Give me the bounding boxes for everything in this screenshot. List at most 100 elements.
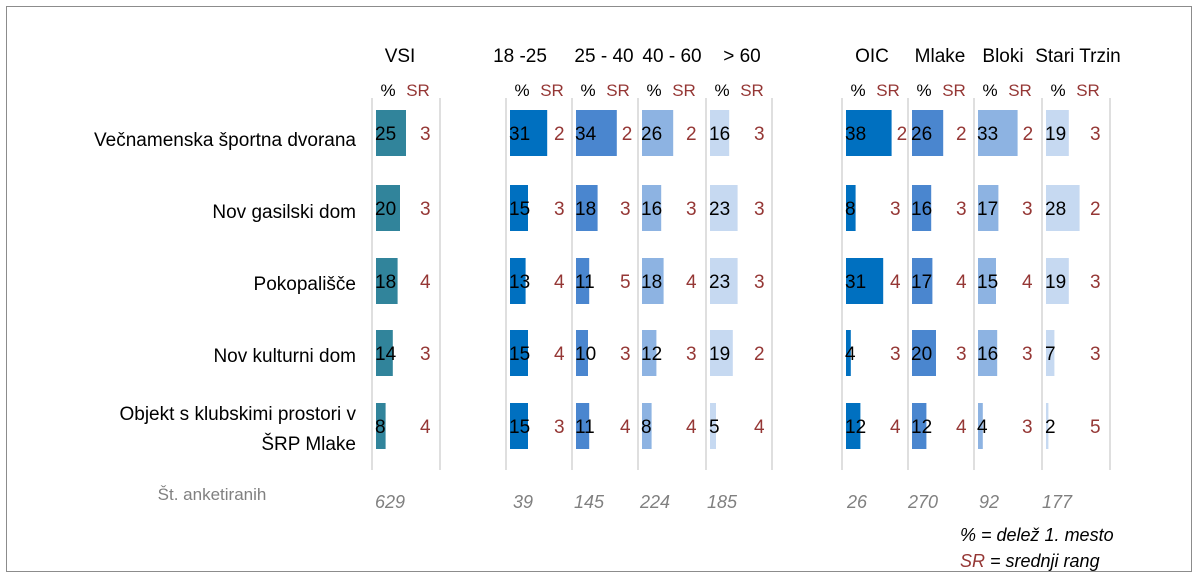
value-label: 5 <box>709 417 720 438</box>
bar <box>1046 330 1055 376</box>
sr-label: 2 <box>897 124 908 145</box>
value-label: 31 <box>845 272 866 293</box>
respondent-count: 145 <box>574 492 605 512</box>
value-label: 19 <box>1045 124 1066 145</box>
bar <box>978 330 998 376</box>
value-label: 33 <box>977 124 998 145</box>
sr-label: 4 <box>420 272 431 293</box>
sr-label: 2 <box>622 124 633 145</box>
category-label: Objekt s klubskimi prostori v ŠRP Mlake <box>119 404 356 455</box>
bar <box>978 403 983 449</box>
value-label: 8 <box>375 417 386 438</box>
sr-subheader: SR <box>740 81 764 100</box>
sr-label: 3 <box>554 199 565 220</box>
bar <box>912 403 927 449</box>
bar <box>376 330 393 376</box>
bar <box>978 185 999 231</box>
sr-label: 4 <box>890 417 901 438</box>
value-label: 10 <box>575 344 596 365</box>
sr-subheader: SR <box>876 81 900 100</box>
sr-label: 2 <box>554 124 565 145</box>
sr-label: 2 <box>754 344 765 365</box>
sr-label: 3 <box>686 344 697 365</box>
bar <box>978 110 1018 156</box>
bar <box>642 403 652 449</box>
bar <box>710 258 738 304</box>
bar <box>510 330 528 376</box>
value-label: 18 <box>375 272 396 293</box>
respondent-count: 270 <box>907 492 938 512</box>
group-header: 18 -25 <box>493 46 547 67</box>
bar <box>846 258 884 304</box>
group-header: OIC <box>855 46 889 67</box>
pct-subheader: % <box>982 81 997 100</box>
sr-label: 5 <box>620 272 631 293</box>
bar <box>376 258 398 304</box>
sr-label: 3 <box>554 417 565 438</box>
value-label: 16 <box>709 124 730 145</box>
bar <box>912 330 936 376</box>
value-label: 11 <box>575 417 595 438</box>
bar <box>846 403 861 449</box>
value-label: 15 <box>509 417 530 438</box>
value-label: 13 <box>509 272 530 293</box>
bar <box>576 185 598 231</box>
bar <box>642 110 674 156</box>
value-label: 18 <box>641 272 662 293</box>
value-label: 23 <box>709 272 730 293</box>
sr-label: 4 <box>1022 272 1033 293</box>
bar <box>376 403 386 449</box>
value-label: 16 <box>977 344 998 365</box>
sr-label: 3 <box>754 124 765 145</box>
group-header: Stari Trzin <box>1035 46 1121 67</box>
value-label: 16 <box>641 199 662 220</box>
sr-subheader: SR <box>942 81 966 100</box>
sr-subheader: SR <box>540 81 564 100</box>
value-label: 26 <box>911 124 932 145</box>
value-label: 7 <box>1045 344 1056 365</box>
bar <box>710 330 733 376</box>
respondent-count: 177 <box>1042 492 1073 512</box>
pct-subheader: % <box>1050 81 1065 100</box>
pct-subheader: % <box>850 81 865 100</box>
respondents-label: Št. anketiranih <box>158 485 267 504</box>
sr-label: 2 <box>686 124 697 145</box>
sr-label: 3 <box>1090 272 1101 293</box>
bar <box>1046 185 1080 231</box>
bar <box>1046 258 1069 304</box>
sr-label: 4 <box>890 272 901 293</box>
bar <box>846 110 892 156</box>
group-header: 25 - 40 <box>574 46 633 67</box>
value-label: 15 <box>509 199 530 220</box>
pct-subheader: % <box>646 81 661 100</box>
note-share: % = delež 1. mesto <box>960 525 1114 545</box>
sr-subheader: SR <box>1008 81 1032 100</box>
group-header: VSI <box>385 46 416 67</box>
category-label: Nov kulturni dom <box>213 346 356 367</box>
bar <box>376 185 400 231</box>
group-header: > 60 <box>723 46 761 67</box>
respondent-count: 39 <box>513 492 533 512</box>
sr-label: 3 <box>1022 344 1033 365</box>
value-label: 17 <box>977 199 998 220</box>
bar <box>376 110 406 156</box>
sr-label: 3 <box>1022 199 1033 220</box>
value-label: 12 <box>845 417 866 438</box>
sr-label: 3 <box>420 199 431 220</box>
value-label: 31 <box>509 124 530 145</box>
value-label: 2 <box>1045 417 1056 438</box>
category-label: Večnamenska športna dvorana <box>94 130 356 151</box>
sr-subheader: SR <box>406 81 430 100</box>
bar <box>642 330 657 376</box>
value-label: 19 <box>709 344 730 365</box>
value-label: 14 <box>375 344 397 365</box>
pct-subheader: % <box>580 81 595 100</box>
bar <box>912 110 944 156</box>
value-label: 8 <box>845 199 856 220</box>
value-label: 16 <box>911 199 932 220</box>
bar <box>576 110 617 156</box>
value-label: 20 <box>911 344 932 365</box>
bar <box>642 258 664 304</box>
value-label: 12 <box>641 344 662 365</box>
